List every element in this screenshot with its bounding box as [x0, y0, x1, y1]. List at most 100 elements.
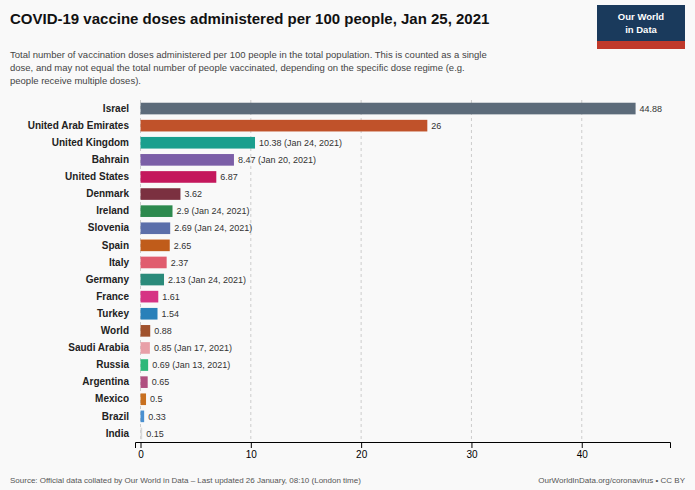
- y-tick-label: Denmark: [86, 188, 129, 199]
- bar: [141, 291, 159, 303]
- bar: [141, 137, 256, 149]
- y-tick: Turkey: [97, 308, 129, 319]
- bar: [141, 274, 164, 286]
- bar: [141, 103, 636, 115]
- y-tick-label: Slovenia: [88, 222, 130, 233]
- y-tick: Denmark: [86, 188, 129, 199]
- y-tick-label: Bahrain: [92, 154, 129, 165]
- data-label: 0.69 (Jan 13, 2021): [152, 360, 230, 370]
- y-tick-label: Israel: [103, 103, 129, 114]
- bar: [141, 171, 217, 183]
- bar: [141, 376, 148, 388]
- y-tick: Slovenia: [88, 222, 130, 233]
- data-label: 26: [431, 121, 441, 131]
- bar: [141, 120, 428, 132]
- y-tick: World: [101, 325, 129, 336]
- data-label: 8.47 (Jan 20, 2021): [238, 155, 316, 165]
- grid: [141, 100, 582, 442]
- bar: [141, 188, 181, 200]
- x-tick-label: 20: [356, 449, 368, 460]
- data-labels: 44.882610.38 (Jan 24, 2021)8.47 (Jan 20,…: [146, 104, 662, 439]
- bar: [141, 411, 145, 423]
- y-tick-label: World: [101, 325, 129, 336]
- bars: [141, 103, 636, 440]
- y-tick-label: Argentina: [82, 376, 129, 387]
- y-tick: Russia: [96, 359, 129, 370]
- y-tick-label: Spain: [102, 240, 129, 251]
- bar: [141, 222, 171, 234]
- bar: [141, 205, 173, 217]
- data-label: 0.65: [152, 377, 170, 387]
- y-tick: United Arab Emirates: [28, 120, 130, 131]
- y-tick-label: France: [96, 291, 129, 302]
- plot: 44.882610.38 (Jan 24, 2021)8.47 (Jan 20,…: [28, 100, 671, 460]
- data-label: 1.61: [162, 292, 180, 302]
- data-label: 2.69 (Jan 24, 2021): [174, 223, 252, 233]
- data-label: 2.37: [171, 258, 189, 268]
- bar: [141, 342, 150, 354]
- y-tick: Brazil: [102, 411, 129, 422]
- data-label: 3.62: [184, 189, 202, 199]
- y-tick: Argentina: [82, 376, 129, 387]
- logo-text: Our World: [618, 11, 664, 22]
- x-axis: 0 10 20 30 40: [136, 442, 671, 460]
- data-label: 0.33: [148, 412, 166, 422]
- y-tick: France: [96, 291, 129, 302]
- data-label: 2.9 (Jan 24, 2021): [177, 206, 250, 216]
- y-tick: Mexico: [95, 393, 129, 404]
- bar: [141, 240, 170, 252]
- logo-box: [597, 5, 685, 49]
- x-tick-mark: [141, 442, 142, 448]
- data-label: 0.5: [150, 394, 163, 404]
- y-tick: United Kingdom: [52, 137, 129, 148]
- y-tick-label: India: [106, 428, 130, 439]
- x-tick-mark: [582, 442, 583, 448]
- bar: [141, 257, 167, 269]
- x-tick: 30: [466, 442, 478, 460]
- y-tick-label: Russia: [96, 359, 129, 370]
- x-tick: 20: [356, 442, 368, 460]
- x-tick: 40: [577, 442, 589, 460]
- footer-right: OurWorldInData.org/coronavirus • CC BY: [538, 476, 685, 485]
- data-label: 0.88: [154, 326, 172, 336]
- y-tick: Saudi Arabia: [68, 342, 129, 353]
- y-tick: Ireland: [96, 205, 129, 216]
- bar: [141, 308, 158, 320]
- logo-text: in Data: [625, 24, 657, 35]
- data-label: 44.88: [640, 104, 663, 114]
- y-tick-label: United Arab Emirates: [28, 120, 130, 131]
- grid-line: [471, 100, 472, 442]
- grid-line: [581, 100, 582, 442]
- y-axis: Israel United Arab Emirates United Kingdom…: [28, 103, 130, 439]
- bar: [141, 393, 147, 405]
- x-tick-label: 0: [138, 449, 144, 460]
- x-tick-mark: [251, 442, 252, 448]
- bar: [141, 154, 234, 166]
- y-tick-label: United States: [65, 171, 129, 182]
- y-tick-label: Brazil: [102, 411, 129, 422]
- x-tick: 10: [246, 442, 258, 460]
- data-label: 0.85 (Jan 17, 2021): [154, 343, 232, 353]
- subtitle-line: Total number of vaccination doses admini…: [10, 49, 487, 60]
- y-tick-label: Mexico: [95, 393, 129, 404]
- y-tick-label: Ireland: [96, 205, 129, 216]
- y-tick: United States: [65, 171, 129, 182]
- grid-line: [140, 100, 141, 442]
- subtitle-line: dose, and may not equal the total number…: [10, 62, 465, 73]
- x-tick-mark: [471, 442, 472, 448]
- subtitle-line: people receive multiple doses).: [10, 75, 141, 86]
- x-tick-mark: [361, 442, 362, 448]
- y-tick: India: [106, 428, 130, 439]
- data-label: 2.13 (Jan 24, 2021): [168, 275, 246, 285]
- y-tick-label: Saudi Arabia: [68, 342, 129, 353]
- y-tick: Bahrain: [92, 154, 129, 165]
- y-tick-label: Italy: [109, 257, 129, 268]
- x-tick-label: 10: [246, 449, 258, 460]
- x-tick-label: 30: [466, 449, 478, 460]
- data-label: 1.54: [162, 309, 180, 319]
- chart: COVID-19 vaccine doses administered per …: [0, 0, 695, 490]
- bar: [141, 325, 151, 337]
- data-label: 0.15: [146, 429, 164, 439]
- logo-strip: [597, 41, 685, 49]
- y-tick-label: Germany: [86, 274, 130, 285]
